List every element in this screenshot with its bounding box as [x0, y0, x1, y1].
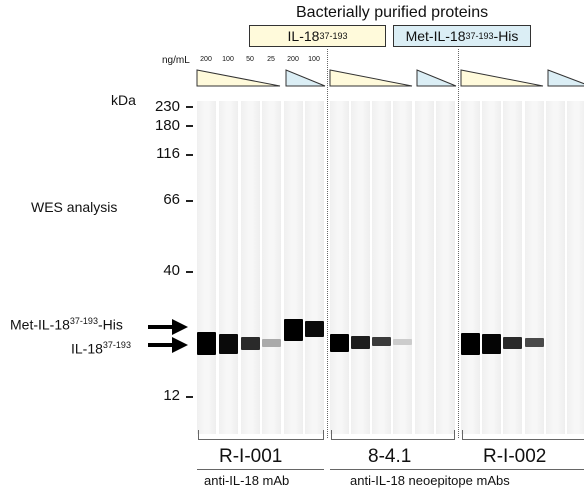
- met-il18-his-band: [284, 319, 303, 341]
- il18-band: [482, 334, 501, 354]
- gel-lane: [436, 101, 455, 434]
- gel-lane: [567, 101, 584, 434]
- concentration-label: 50: [246, 56, 254, 63]
- concentration-label: 25: [267, 56, 275, 63]
- upper-band-sup: 37-193: [69, 316, 98, 326]
- gel-lane: [546, 101, 565, 434]
- gradient-triangle-met: [285, 69, 326, 87]
- il18-band: [525, 338, 544, 347]
- met-il18-his-protein-box: Met-IL-18 37-193 -His: [393, 25, 531, 47]
- band-arrows: [148, 319, 188, 353]
- gel-lane: [503, 101, 522, 434]
- gel-lane: [372, 101, 391, 434]
- gradient-triangle-met: [547, 69, 584, 87]
- il18-protein-box: IL-18 37-193: [249, 25, 386, 47]
- gel-lane: [330, 101, 349, 434]
- gel-lane: [241, 101, 260, 434]
- met-il18-his-band: [305, 321, 324, 337]
- marker-12-label: 12: [163, 387, 180, 404]
- marker-tick: [186, 125, 193, 127]
- il18-band: [219, 334, 238, 354]
- concentration-gradient-triangles: [196, 69, 584, 87]
- group-label-mab: anti-IL-18 mAb: [204, 473, 290, 488]
- il18-box-sup: 37-193: [319, 31, 348, 41]
- gradient-triangle-il18: [329, 69, 413, 87]
- il18-band: [241, 337, 260, 350]
- marker-66-label: 66: [163, 191, 180, 208]
- upper-band-pre: Met-IL-18: [10, 316, 70, 333]
- il18-band: [351, 336, 370, 349]
- upper-band-arrow-icon: [148, 319, 188, 335]
- lower-band-sup: 37-193: [102, 340, 131, 350]
- gel-lane: [461, 101, 480, 434]
- gel-lane: [415, 101, 434, 434]
- kda-unit-label: kDa: [111, 92, 136, 108]
- gel-lane: [219, 101, 238, 434]
- il18-box-base: IL-18: [287, 28, 320, 44]
- gel-lane: [284, 101, 303, 434]
- gel-lane: [262, 101, 281, 434]
- gel-lane: [482, 101, 501, 434]
- group-separator: [458, 49, 459, 438]
- figure-header-title: Bacterially purified proteins: [296, 4, 489, 21]
- gel-lane: [197, 101, 216, 434]
- il18-band: [262, 339, 281, 347]
- group-label-neoepitope: anti-IL-18 neoepitope mAbs: [350, 473, 510, 488]
- marker-40-label: 40: [163, 262, 180, 279]
- group-underline: [197, 469, 324, 470]
- concentration-unit-label: ng/mL: [162, 55, 190, 66]
- gradient-triangle-il18: [196, 69, 281, 87]
- marker-tick: [186, 154, 193, 156]
- group-underline: [330, 469, 584, 470]
- il18-band: [393, 339, 412, 345]
- antibody-name: R-I-002: [483, 446, 547, 467]
- gel-lane: [305, 101, 324, 434]
- lower-band-label: IL-1837-193: [71, 340, 131, 357]
- antibody-bracket: [462, 430, 584, 440]
- gel-lane: [351, 101, 370, 434]
- wes-analysis-label: WES analysis: [31, 199, 118, 215]
- marker-230-label: 230: [154, 98, 180, 115]
- marker-tick: [186, 396, 193, 398]
- met-box-post: -His: [493, 28, 519, 44]
- concentration-label: 100: [308, 56, 320, 63]
- antibody-bracket: [331, 430, 455, 440]
- met-box-pre: Met-IL-18: [405, 28, 466, 44]
- gel-lane: [525, 101, 544, 434]
- marker-tick: [186, 271, 193, 273]
- gradient-triangle-il18: [460, 69, 544, 87]
- concentration-label: 100: [222, 56, 234, 63]
- lower-band-pre: IL-18: [71, 340, 103, 357]
- marker-tick: [186, 106, 193, 108]
- antibody-bracket: [198, 430, 324, 440]
- gradient-triangle-met: [416, 69, 457, 87]
- il18-band: [372, 337, 391, 346]
- concentration-label: 200: [287, 56, 299, 63]
- antibody-name: 8-4.1: [368, 446, 412, 467]
- lower-band-arrow-icon: [148, 337, 188, 353]
- il18-band: [461, 333, 480, 355]
- marker-tick: [186, 200, 193, 202]
- upper-band-post: -His: [97, 316, 123, 333]
- concentration-label: 200: [200, 56, 212, 63]
- met-box-sup: 37-193: [465, 31, 494, 41]
- gel-lane: [393, 101, 412, 434]
- il18-band: [330, 334, 349, 352]
- il18-band: [197, 332, 216, 355]
- group-separator: [327, 49, 328, 438]
- antibody-name: R-I-001: [219, 446, 283, 467]
- marker-116-label: 116: [156, 145, 180, 162]
- upper-band-label: Met-IL-1837-193-His: [10, 316, 123, 333]
- il18-band: [503, 337, 522, 349]
- marker-180-label: 180: [154, 117, 180, 134]
